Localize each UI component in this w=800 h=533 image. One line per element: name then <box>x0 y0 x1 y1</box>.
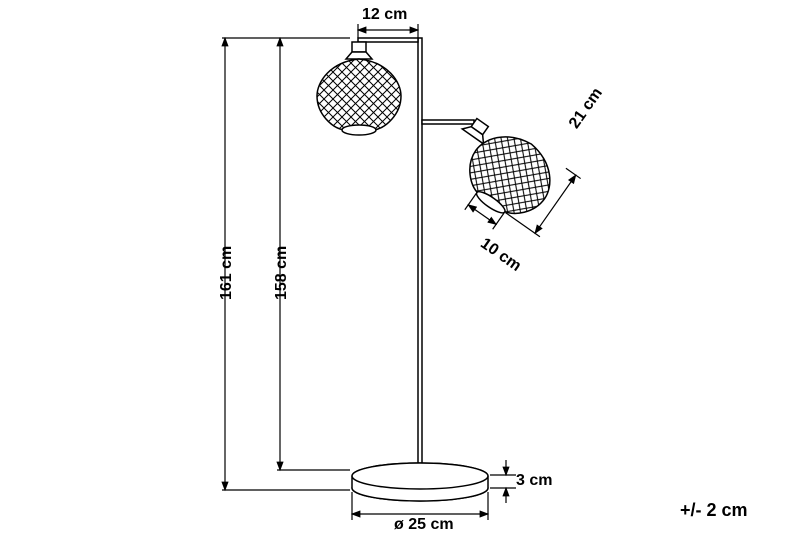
lamp-pole <box>418 38 422 470</box>
top-arm <box>346 38 418 59</box>
lamp-base <box>352 463 488 501</box>
diagram-svg <box>0 0 800 533</box>
label-overall-height: 161 cm <box>218 246 236 300</box>
label-base-height: 3 cm <box>516 472 552 490</box>
dim-top-arm <box>358 24 418 38</box>
label-tolerance: +/- 2 cm <box>680 500 748 521</box>
label-base-diameter: ø 25 cm <box>394 516 454 533</box>
label-top-arm: 12 cm <box>362 6 407 24</box>
dimension-diagram: 161 cm 158 cm 12 cm 21 cm 10 cm 3 cm ø 2… <box>0 0 800 533</box>
top-shade <box>317 59 401 135</box>
label-pole-height: 158 cm <box>273 246 291 300</box>
dim-base-height <box>490 460 516 503</box>
side-arm <box>422 115 493 144</box>
